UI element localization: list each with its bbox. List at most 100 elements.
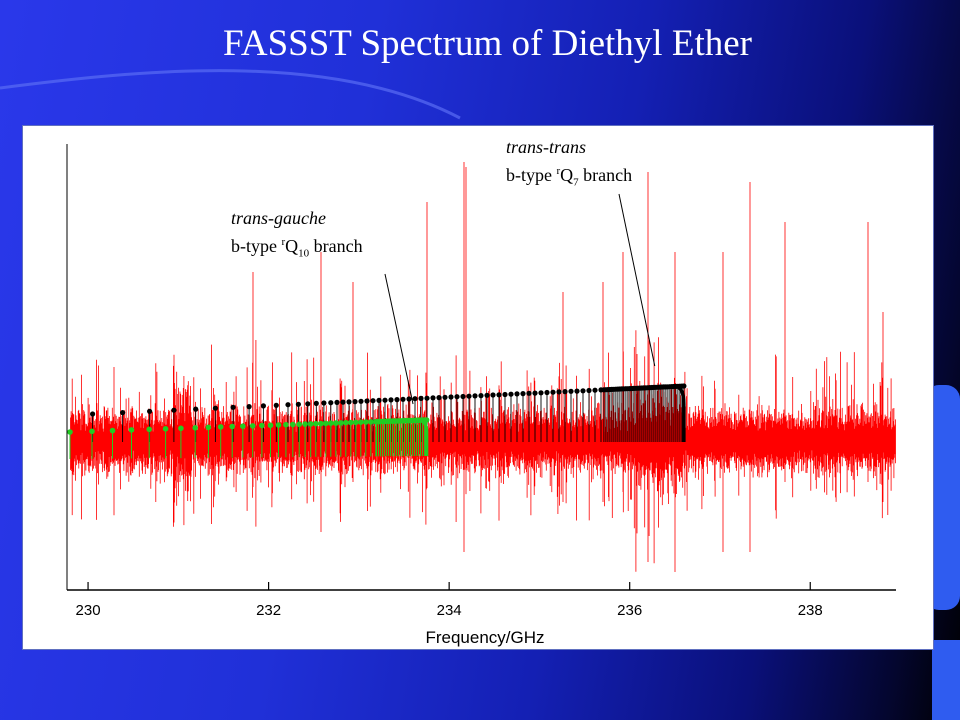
trans-trans-point (568, 388, 574, 394)
trans-gauche-point (328, 420, 334, 427)
annotation-suffix: branch (578, 165, 633, 185)
trans-trans-point (305, 401, 311, 407)
trans-trans-point (370, 398, 376, 404)
trans-trans-point (246, 404, 252, 410)
trans-trans-point (496, 392, 502, 398)
trans-gauche-point (338, 420, 344, 426)
trans-trans-point (346, 399, 352, 405)
trans-trans-point (260, 403, 266, 409)
annotation-pointers (384, 193, 656, 405)
trans-trans-point (574, 388, 580, 394)
trans-trans-point (90, 411, 96, 417)
trans-gauche-point (259, 422, 265, 429)
trans-trans-point (586, 387, 592, 394)
spectrum-series (69, 162, 896, 572)
trans-gauche-point (267, 422, 274, 429)
trans-gauche-point (333, 420, 339, 426)
trans-trans-point (550, 389, 556, 395)
trans-trans-point (454, 394, 460, 400)
annotation-prefix: b-type (231, 236, 282, 256)
trans-trans-point (472, 393, 478, 399)
trans-gauche-point (358, 419, 364, 426)
trans-trans-point (358, 398, 364, 404)
annotation-sub: 7 (573, 176, 579, 189)
trans-trans-point (442, 394, 448, 400)
trans-trans-point (388, 397, 394, 403)
trans-trans-point (313, 400, 319, 406)
trans-gauche-point (353, 419, 359, 426)
trans-trans-point (352, 399, 358, 405)
trans-trans-point (508, 391, 514, 397)
trans-gauche-point (162, 426, 169, 432)
spectrum-trace (69, 162, 896, 572)
trans-trans-point (340, 399, 346, 405)
annotation-prefix: b-type (506, 165, 557, 185)
trans-gauche-point (348, 419, 354, 426)
trans-gauche-pointer-line (384, 273, 414, 405)
trans-gauche-point (283, 421, 289, 428)
trans-trans-prediction-series (90, 383, 687, 442)
trans-gauche-branch-edge (418, 418, 429, 456)
trans-trans-point (376, 397, 382, 403)
trans-gauche-point (363, 419, 369, 425)
trans-trans-point (120, 410, 126, 416)
slide-title: FASSST Spectrum of Diethyl Ether (223, 23, 752, 64)
chart-panel: 230 232 234 236 238 Frequency/GHz trans-gauc… (22, 125, 934, 650)
trans-gauche-point (296, 421, 303, 428)
annotation-sub: 10 (298, 247, 310, 260)
x-tick-label: 232 (256, 602, 281, 619)
x-tick-label: 230 (76, 602, 101, 619)
trans-trans-point (364, 398, 370, 404)
trans-trans-point (412, 396, 418, 402)
trans-gauche-point (205, 424, 212, 431)
trans-trans-point (526, 390, 532, 396)
trans-trans-annotation: trans-trans b-type rQ7 branch (506, 135, 632, 195)
trans-gauche-point (89, 428, 95, 435)
trans-trans-point (514, 391, 520, 397)
trans-trans-point (502, 391, 508, 398)
chart-axes: 230 232 234 236 238 (66, 144, 896, 619)
trans-trans-point (394, 397, 400, 403)
annotation-sup: r (281, 236, 286, 248)
trans-trans-point (406, 396, 412, 402)
trans-gauche-point (249, 423, 256, 429)
trans-trans-point (424, 395, 430, 401)
trans-gauche-annotation: trans-gauche b-type rQ10 branch (231, 206, 363, 266)
trans-gauche-point (307, 421, 314, 427)
trans-trans-point (490, 392, 496, 398)
trans-gauche-point (343, 419, 349, 426)
trans-trans-point (478, 393, 484, 399)
trans-gauche-point (109, 427, 116, 434)
trans-trans-point (520, 391, 526, 397)
trans-gauche-point (192, 425, 198, 431)
trans-trans-point (466, 393, 472, 399)
trans-trans-point (212, 405, 218, 411)
trans-trans-point (544, 389, 550, 396)
trans-trans-point (538, 390, 544, 396)
trans-trans-point (321, 400, 327, 406)
spectrum-chart: 230 232 234 236 238 Frequency/GHz (66, 144, 896, 647)
trans-trans-point (562, 389, 568, 395)
trans-gauche-point (229, 423, 235, 430)
annotation-q: Q (560, 165, 574, 185)
trans-gauche-point (313, 420, 319, 427)
trans-trans-point (592, 387, 598, 393)
trans-trans-point (328, 400, 334, 406)
trans-gauche-point (146, 426, 152, 433)
trans-trans-branch-edge (673, 384, 686, 442)
trans-trans-point (580, 388, 586, 394)
trans-trans-point (382, 397, 388, 403)
x-tick-label: 238 (798, 602, 823, 619)
trans-trans-point (334, 399, 340, 405)
trans-trans-point (436, 395, 442, 401)
trans-gauche-point (128, 427, 135, 433)
trans-gauche-sticks (69, 420, 428, 459)
trans-gauche-point (178, 425, 184, 432)
x-tick-label: 234 (437, 602, 462, 619)
trans-trans-point (532, 390, 538, 396)
annotation-q: Q (285, 236, 299, 256)
trans-gauche-point (323, 420, 329, 427)
trans-gauche-point (302, 421, 308, 427)
trans-gauche-point (290, 421, 296, 428)
trans-trans-point (460, 393, 466, 400)
